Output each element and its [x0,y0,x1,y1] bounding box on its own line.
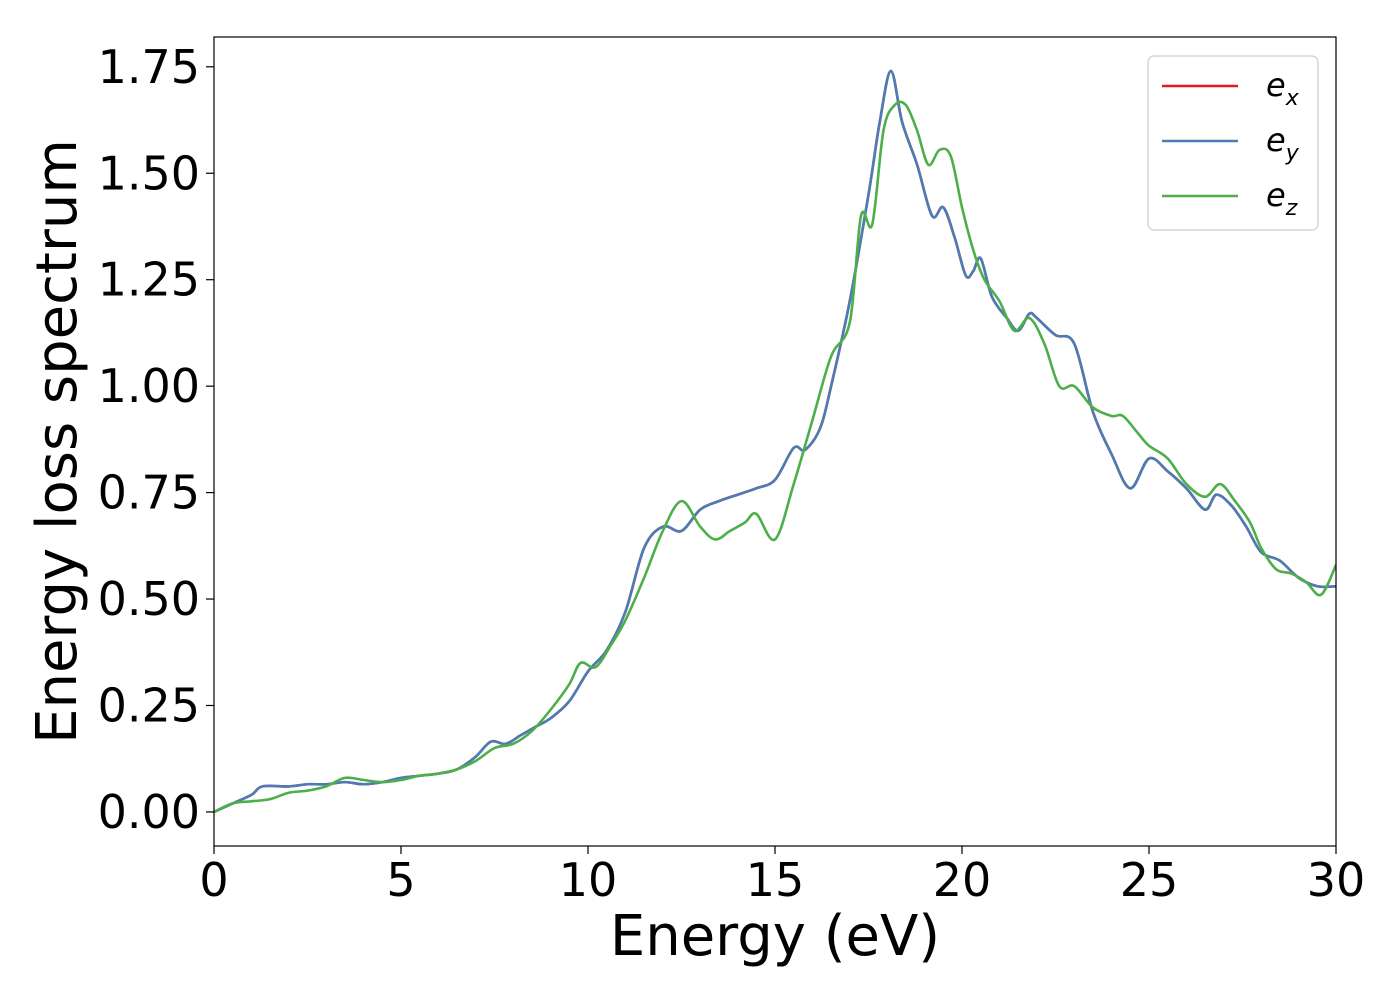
x-tick-label: 10 [559,853,618,907]
y-tick-label: 1.75 [98,40,200,94]
legend: ex ey ez [1147,55,1319,231]
x-tick-label: 15 [746,853,805,907]
x-axis-title: Energy (eV) [610,904,940,969]
y-tick-label: 1.50 [98,146,200,200]
legend-label-ey: ey [1266,121,1300,166]
y-tick-label: 1.00 [98,359,200,413]
x-tick-label: 0 [199,853,228,907]
y-tick-label: 0.50 [98,572,200,626]
tick-layer: 0 5 10 15 20 25 30 0.00 0.25 0.50 0.75 1.00 1.25 1.50… [98,40,1366,907]
series-line-ez [214,100,1336,814]
x-tick-label: 25 [1120,853,1179,907]
legend-label-ex: ex [1266,66,1300,111]
y-tick-label: 0.25 [98,678,200,732]
legend-box [1147,55,1319,231]
y-tick-label: 0.00 [98,785,200,839]
series-layer [214,69,1336,814]
legend-label-ez: ez [1266,176,1298,221]
x-tick-label: 20 [933,853,992,907]
y-tick-label: 1.25 [98,253,200,307]
y-axis-title: Energy loss spectrum [25,139,90,744]
x-tick-label: 30 [1307,853,1366,907]
x-tick-label: 5 [386,853,415,907]
y-tick-label: 0.75 [98,466,200,520]
